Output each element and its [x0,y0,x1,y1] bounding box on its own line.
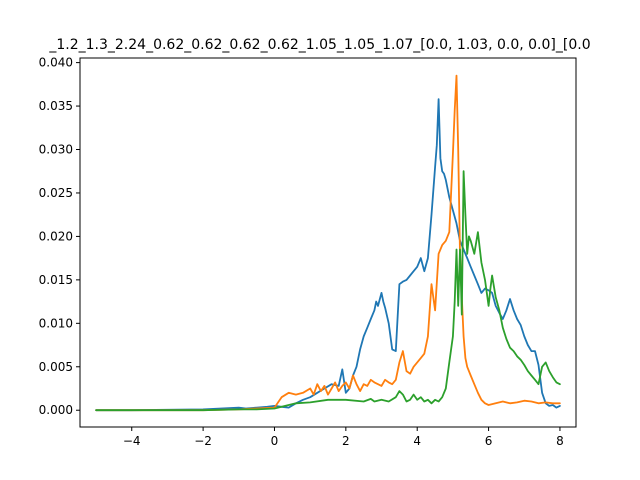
x-tick-label: 8 [556,434,564,448]
y-tick-label: 0.005 [39,360,73,374]
series-line-3 [95,170,561,412]
y-tick-label: 0.010 [39,316,73,330]
x-tick-label: −4 [123,434,141,448]
series-line-1 [95,98,561,412]
series-line-2 [95,74,561,412]
y-tick-label: 0.040 [39,56,73,70]
y-tick-label: 0.030 [39,143,73,157]
x-axis: −4 −2 0 2 4 6 8 [123,427,564,448]
chart-title: _1.2_1.3_2.24_0.62_0.62_0.62_0.62_1.05_1… [48,37,590,53]
series-layer [95,74,561,412]
x-tick-label: 0 [271,434,279,448]
x-tick-label: −2 [194,434,212,448]
y-tick-label: 0.035 [39,99,73,113]
y-tick-label: 0.000 [39,403,73,417]
y-tick-label: 0.025 [39,186,73,200]
x-tick-label: 6 [485,434,493,448]
x-tick-label: 4 [413,434,421,448]
plot-frame [79,57,577,428]
y-tick-label: 0.015 [39,273,73,287]
x-tick-label: 2 [342,434,350,448]
y-tick-label: 0.020 [39,229,73,243]
y-axis: 0.000 0.005 0.010 0.015 0.020 0.025 0.030 0.035… [39,56,80,417]
